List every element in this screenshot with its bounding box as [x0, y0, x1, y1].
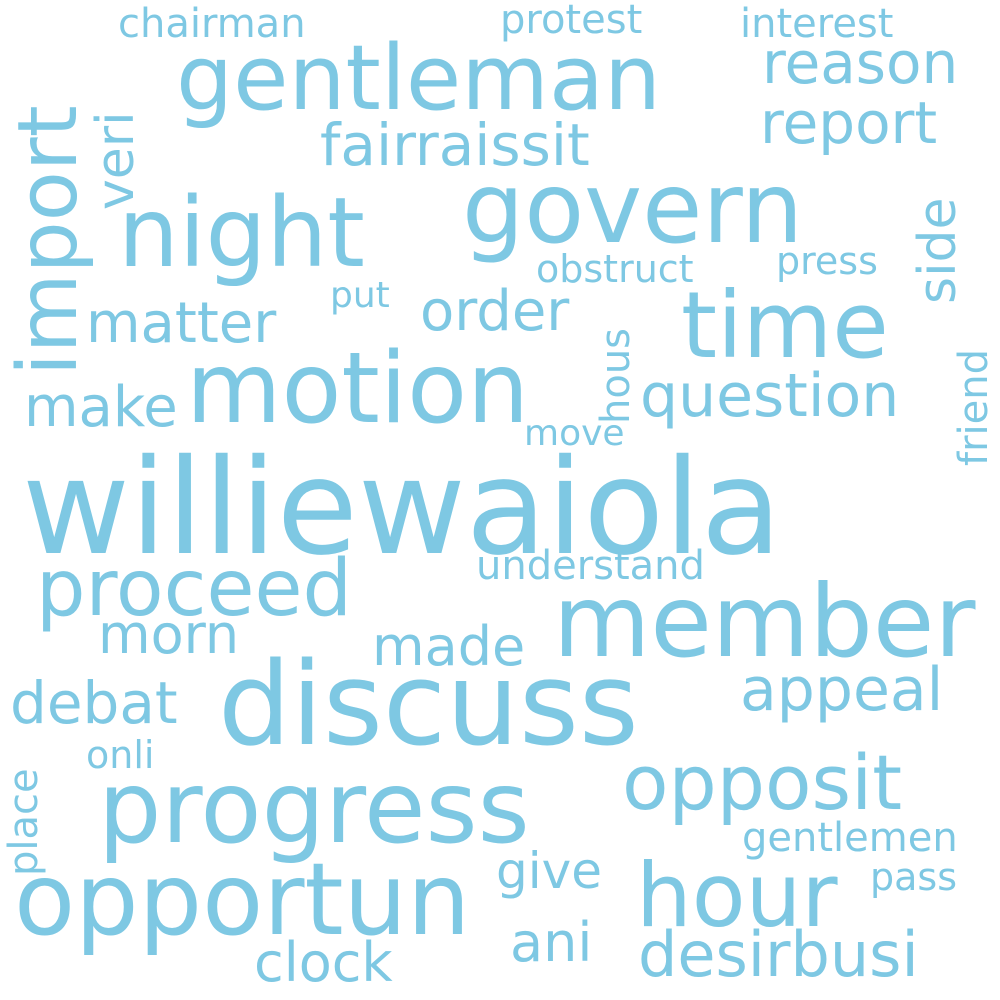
word-friend: friend — [951, 349, 997, 466]
word-gentleman: gentleman — [176, 26, 662, 131]
word-morn: morn — [98, 603, 240, 666]
word-interest: interest — [740, 1, 894, 47]
word-place: place — [1, 768, 47, 876]
word-hour: hour — [636, 844, 838, 947]
word-side: side — [908, 197, 968, 304]
word-proceed: proceed — [36, 544, 352, 634]
word-give: give — [496, 842, 602, 900]
word-veri: veri — [86, 111, 146, 210]
word-clock: clock — [254, 931, 393, 994]
word-appeal: appeal — [740, 655, 944, 725]
word-obstruct: obstruct — [536, 247, 694, 291]
word-opportun: opportun — [14, 841, 471, 958]
word-protest: protest — [500, 0, 643, 43]
word-onli: onli — [86, 733, 155, 777]
word-move: move — [524, 413, 625, 454]
word-order: order — [420, 279, 570, 344]
word-press: press — [776, 239, 878, 283]
word-hous: hous — [593, 327, 639, 424]
word-pass: pass — [870, 855, 958, 899]
word-reason: reason — [762, 29, 959, 97]
word-report: report — [760, 89, 938, 157]
word-question: question — [640, 361, 900, 431]
word-gentlemen: gentlemen — [742, 815, 958, 861]
word-import: import — [1, 105, 96, 376]
word-fairraissit: fairraissit — [320, 111, 590, 179]
word-discuss: discuss — [218, 638, 639, 772]
word-night: night — [118, 177, 365, 289]
word-make: make — [24, 375, 178, 440]
word-govern: govern — [462, 152, 804, 266]
word-motion: motion — [186, 332, 530, 446]
word-time: time — [681, 272, 889, 379]
word-opposit: opposit — [622, 738, 902, 827]
word-progress: progress — [98, 749, 530, 866]
word-williewaiola: williewaiola — [22, 431, 782, 585]
word-made: made — [372, 615, 526, 678]
word-desirbusi: desirbusi — [638, 918, 919, 991]
word-chairman: chairman — [118, 1, 306, 47]
word-matter: matter — [86, 291, 277, 356]
word-debat: debat — [10, 669, 178, 737]
word-member: member — [553, 563, 976, 680]
word-put: put — [330, 275, 390, 316]
word-understand: understand — [476, 543, 705, 589]
word-ani: ani — [510, 911, 593, 974]
